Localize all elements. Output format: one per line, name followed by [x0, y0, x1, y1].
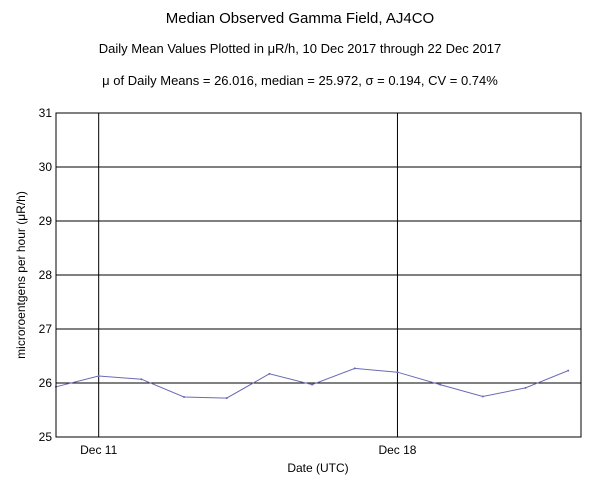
data-point	[311, 383, 314, 386]
chart-subtitle: Daily Mean Values Plotted in μR/h, 10 De…	[98, 41, 502, 56]
data-point	[396, 371, 399, 374]
plot-frame	[55, 112, 582, 438]
data-point	[183, 396, 186, 399]
data-point	[353, 367, 356, 370]
y-tick-label: 26	[39, 376, 53, 390]
y-axis-ticks: 25 26 27 28 29 30 31	[39, 106, 53, 444]
chart-stats-line: μ of Daily Means = 26.016, median = 25.9…	[102, 73, 498, 88]
data-point	[481, 395, 484, 398]
x-axis-ticks: Dec 11 Dec 18	[80, 443, 417, 457]
data-point	[524, 386, 527, 389]
x-tick-label: Dec 11	[80, 443, 117, 457]
series-layer	[55, 367, 570, 400]
data-point	[225, 397, 228, 400]
data-point	[140, 378, 143, 381]
y-axis-label: microroentgens per hour (μR/h)	[14, 191, 28, 359]
chart-title: Median Observed Gamma Field, AJ4CO	[165, 10, 435, 27]
data-point	[439, 383, 442, 386]
data-point	[97, 374, 100, 377]
y-tick-label: 28	[39, 268, 53, 282]
data-point	[268, 372, 271, 375]
data-point	[567, 369, 570, 372]
y-tick-label: 31	[39, 106, 53, 120]
x-axis-label: Date (UTC)	[287, 461, 348, 475]
grid-lines	[56, 112, 581, 438]
y-tick-label: 30	[39, 160, 53, 174]
y-tick-label: 27	[39, 322, 53, 336]
y-tick-label: 29	[39, 214, 53, 228]
y-tick-label: 25	[39, 430, 53, 444]
x-tick-label: Dec 18	[378, 443, 416, 457]
